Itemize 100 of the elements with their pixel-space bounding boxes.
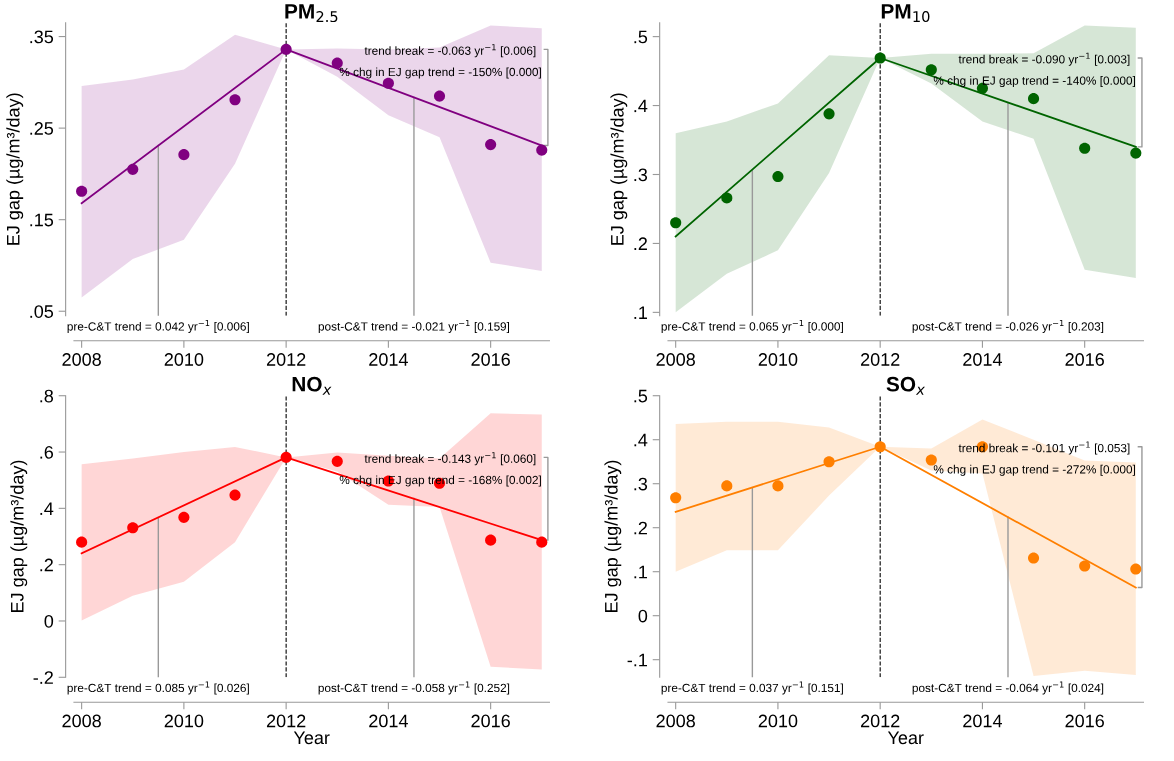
point <box>536 144 548 156</box>
x-tick-label: 2014 <box>963 714 1002 728</box>
y-tick-label: .25 <box>30 122 54 135</box>
point <box>823 456 835 468</box>
point <box>823 108 835 120</box>
point <box>485 534 497 546</box>
y-tick-label: 0 <box>638 609 648 623</box>
point <box>485 139 497 151</box>
annotation: post-C&T trend = -0.064 yr$^{−1}$ [0.024] <box>912 681 1104 695</box>
point <box>127 522 139 534</box>
y-axis-title: EJ gap (µg/m³/day) <box>10 460 28 612</box>
y-tick-label: .5 <box>634 389 648 403</box>
y-tick-label: .3 <box>634 477 648 491</box>
annotation: pre-C&T trend = 0.042 yr$^{−1}$ [0.006] <box>67 319 249 333</box>
point <box>382 77 394 89</box>
x-tick-label: 2008 <box>656 714 695 728</box>
y-tick-label: .5 <box>634 30 648 44</box>
chart-title: NO$_{x}$ <box>292 376 332 395</box>
annotation: trend break = -0.090 yr$^{−1}$ [0.003] <box>958 52 1130 66</box>
x-axis-title: Year <box>887 731 924 745</box>
x-tick-label: 2016 <box>1065 714 1104 728</box>
point <box>670 217 682 229</box>
annotation: trend break = -0.063 yr$^{−1}$ [0.006] <box>364 44 536 58</box>
chart-title: PM$_{10}$ <box>881 4 930 23</box>
x-tick-label: 2014 <box>369 353 408 366</box>
annotation: pre-C&T trend = 0.037 yr$^{−1}$ [0.151] <box>661 681 843 695</box>
y-tick-label: .2 <box>634 237 647 250</box>
y-tick-label: .4 <box>634 433 648 447</box>
point <box>331 455 343 467</box>
x-tick-label: 2016 <box>471 353 510 366</box>
point <box>1130 147 1142 159</box>
point <box>331 57 343 69</box>
y-tick-label: .2 <box>634 521 647 535</box>
point <box>229 489 241 501</box>
y-axis-title: EJ gap (µg/m³/day) <box>604 460 622 612</box>
y-tick-label: 0 <box>44 614 54 628</box>
x-tick-label: 2010 <box>164 714 204 728</box>
annotation: trend break = -0.143 yr$^{−1}$ [0.060] <box>364 452 536 466</box>
point <box>772 171 784 183</box>
point <box>874 52 886 64</box>
x-tick-label: 2010 <box>164 353 204 366</box>
y-tick-label: .3 <box>634 168 648 182</box>
x-tick-label: 2016 <box>1065 353 1104 366</box>
x-tick-label: 2008 <box>656 353 695 366</box>
point <box>433 90 446 102</box>
annotation: pre-C&T trend = 0.065 yr$^{−1}$ [0.000] <box>661 319 843 333</box>
y-axis-title: EJ gap (µg/m³/day) <box>6 93 24 245</box>
annotation: % chg in EJ gap trend = -272% [0.000] <box>933 464 1135 476</box>
point <box>721 480 733 492</box>
point <box>772 480 784 492</box>
point <box>1028 552 1040 564</box>
y-axis-title: EJ gap (µg/m³/day) <box>610 93 628 245</box>
y-tick-label: .2 <box>40 558 53 572</box>
y-tick-label: -.1 <box>627 653 647 667</box>
x-tick-label: 2008 <box>62 714 101 728</box>
point <box>76 536 88 548</box>
x-tick-label: 2010 <box>758 353 798 366</box>
x-tick-label: 2016 <box>471 714 510 728</box>
point <box>76 185 88 197</box>
point <box>1130 563 1142 575</box>
y-tick-label: .6 <box>40 445 54 459</box>
y-tick-label: .1 <box>634 565 647 579</box>
point <box>1079 560 1091 572</box>
point <box>178 149 190 161</box>
y-tick-label: .05 <box>30 305 54 318</box>
chart-title: SO$_{x}$ <box>886 376 925 395</box>
point <box>670 492 682 504</box>
y-tick-label: .15 <box>30 213 54 227</box>
y-tick-label: .8 <box>40 389 54 403</box>
x-axis-title: Year <box>293 731 330 745</box>
y-tick-label: .4 <box>634 99 648 113</box>
point <box>874 441 886 453</box>
point <box>536 536 548 548</box>
chart-title: PM$_{2.5}$ <box>285 4 338 23</box>
x-tick-label: 2014 <box>369 714 408 728</box>
x-tick-label: 2012 <box>861 714 900 728</box>
y-tick-label: .1 <box>634 306 647 319</box>
y-tick-label: .35 <box>30 30 54 44</box>
point <box>127 163 139 175</box>
point <box>721 192 733 204</box>
x-tick-label: 2012 <box>266 353 306 366</box>
annotation: post-C&T trend = -0.026 yr$^{−1}$ [0.203] <box>912 319 1104 333</box>
point <box>229 94 241 106</box>
annotation: post-C&T trend = -0.021 yr$^{−1}$ [0.159] <box>318 319 510 333</box>
y-tick-label: -.2 <box>33 671 53 684</box>
y-tick-label: .4 <box>40 502 54 515</box>
point <box>178 511 190 523</box>
x-tick-label: 2012 <box>861 353 900 366</box>
x-tick-label: 2008 <box>62 353 101 366</box>
x-tick-label: 2012 <box>266 714 306 728</box>
annotation: post-C&T trend = -0.058 yr$^{−1}$ [0.252] <box>318 681 510 695</box>
x-tick-label: 2010 <box>758 714 798 728</box>
point <box>1079 142 1091 154</box>
point <box>925 454 937 466</box>
point <box>1028 93 1040 105</box>
point <box>925 64 937 76</box>
x-tick-label: 2014 <box>963 353 1002 366</box>
point <box>280 43 292 55</box>
point <box>280 451 292 463</box>
annotation: pre-C&T trend = 0.085 yr$^{−1}$ [0.026] <box>67 681 249 695</box>
